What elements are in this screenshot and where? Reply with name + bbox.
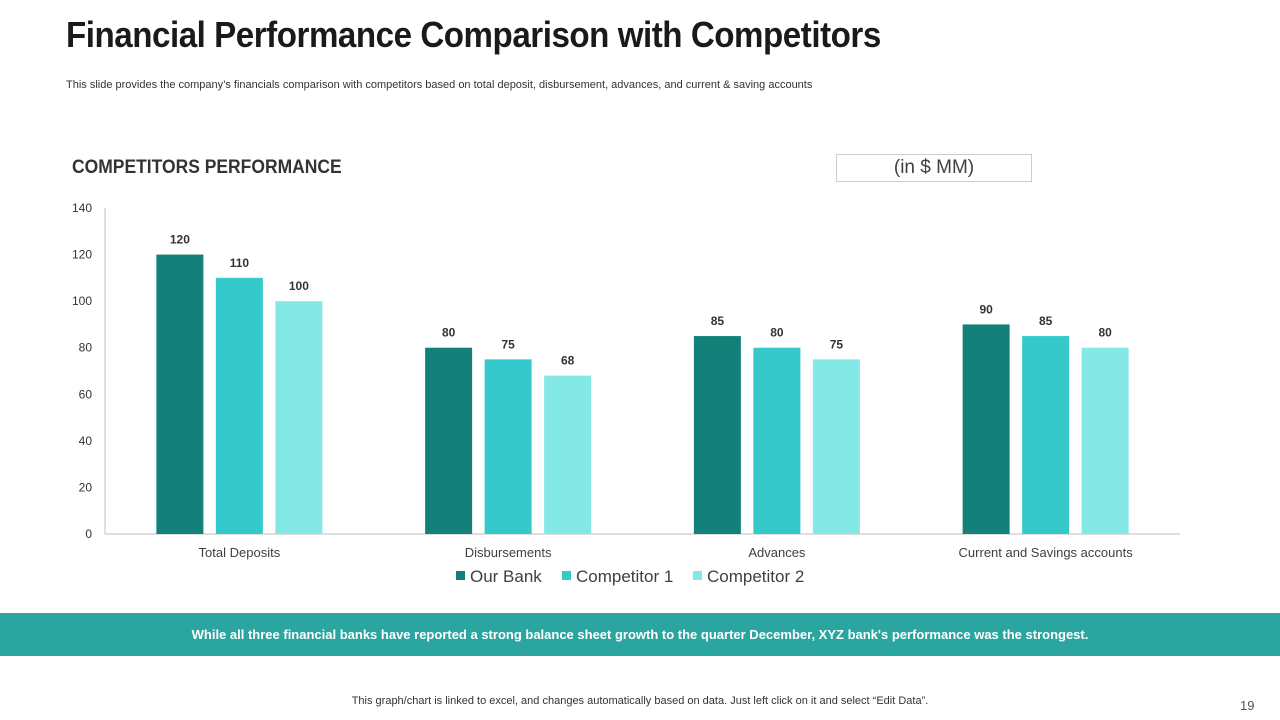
x-tick-label: Advances <box>748 545 806 560</box>
x-tick-label: Disbursements <box>465 545 552 560</box>
page-subtitle: This slide provides the company’s financ… <box>66 79 813 91</box>
data-label: 90 <box>979 302 993 316</box>
bar <box>962 324 1010 534</box>
bar <box>812 359 860 534</box>
bar <box>275 301 323 534</box>
y-tick-label: 20 <box>79 480 93 494</box>
data-label: 80 <box>770 326 784 340</box>
y-tick-label: 0 <box>85 527 92 541</box>
bar <box>753 347 801 534</box>
y-tick-label: 80 <box>79 341 93 355</box>
data-label: 75 <box>501 337 515 351</box>
bar <box>693 336 741 534</box>
y-tick-label: 40 <box>79 434 93 448</box>
unit-label: (in $ MM) <box>893 157 975 178</box>
data-label: 85 <box>1039 314 1053 328</box>
bar <box>156 254 204 535</box>
x-tick-label: Current and Savings accounts <box>959 545 1134 560</box>
bar-chart: 0 20 40 60 80 100 120 140 120 110 100 Total Deposit… <box>72 201 1180 586</box>
bar <box>484 359 532 534</box>
legend-label: Competitor 2 <box>707 567 804 586</box>
page-title: Financial Performance Comparison with Co… <box>66 14 881 55</box>
legend-label: Our Bank <box>470 567 542 586</box>
data-label: 68 <box>561 354 575 368</box>
data-label: 80 <box>442 326 456 340</box>
y-tick-label: 140 <box>72 201 92 215</box>
data-label: 85 <box>711 314 725 328</box>
y-tick-label: 60 <box>79 387 93 401</box>
footer-note: This graph/chart is linked to excel, and… <box>351 695 929 707</box>
y-tick-label: 100 <box>72 294 92 308</box>
page-number: 19 <box>1240 698 1255 713</box>
unit-label-box: (in $ MM) <box>836 154 1032 182</box>
bar <box>1022 336 1070 534</box>
legend-swatch <box>456 571 465 580</box>
data-label: 80 <box>1098 326 1112 340</box>
bar <box>544 375 592 534</box>
data-label: 110 <box>230 256 250 270</box>
bar <box>425 347 473 534</box>
bar <box>215 277 263 534</box>
data-label: 120 <box>170 233 190 247</box>
legend-label: Competitor 1 <box>576 567 673 586</box>
y-tick-label: 120 <box>72 248 92 262</box>
bar <box>1081 347 1129 534</box>
legend-swatch <box>693 571 702 580</box>
x-tick-label: Total Deposits <box>199 545 281 560</box>
data-label: 100 <box>289 279 309 293</box>
summary-banner: While all three financial banks have rep… <box>0 613 1280 656</box>
summary-banner-text: While all three financial banks have rep… <box>191 627 1089 642</box>
legend-swatch <box>562 571 571 580</box>
chart-section-title: COMPETITORS PERFORMANCE <box>72 157 342 178</box>
data-label: 75 <box>830 337 844 351</box>
